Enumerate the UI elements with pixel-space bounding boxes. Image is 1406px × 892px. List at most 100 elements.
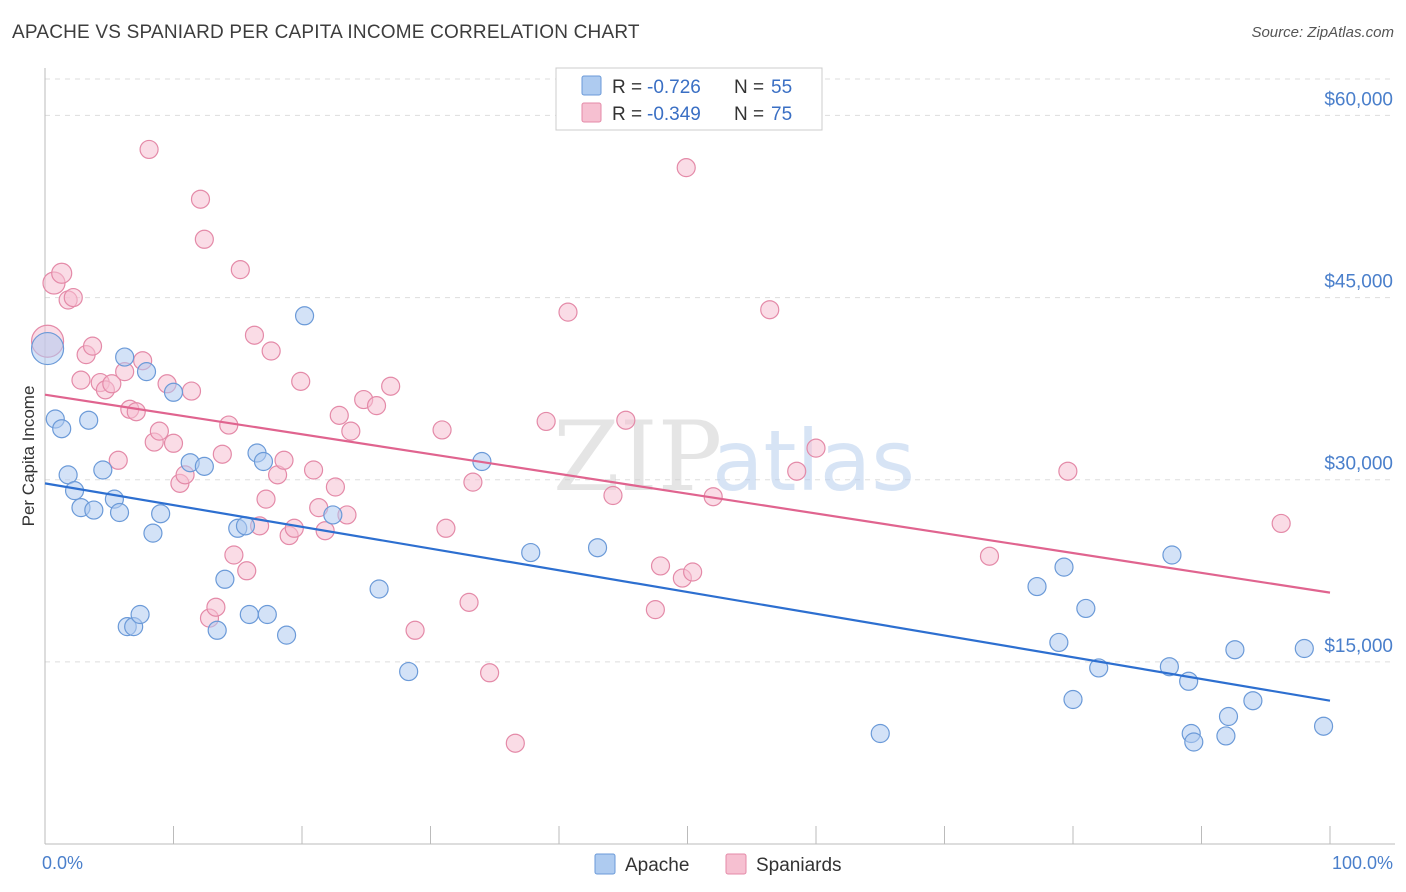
legend-n-label-spaniards: N = bbox=[734, 104, 764, 125]
apache-point-7 bbox=[84, 500, 104, 520]
apache-trend-line bbox=[44, 482, 1331, 702]
spaniards-point-20 bbox=[163, 433, 184, 453]
spaniards-point-23 bbox=[181, 381, 202, 401]
spaniards-point-48 bbox=[341, 421, 361, 441]
spaniards-point-32 bbox=[237, 561, 257, 581]
spaniards-point-31 bbox=[230, 260, 250, 280]
legend-n-label-apache: N = bbox=[734, 77, 764, 98]
spaniards-point-67 bbox=[683, 562, 703, 582]
spaniards-point-59 bbox=[536, 411, 556, 432]
spaniards-point-64 bbox=[650, 556, 671, 576]
bottom-legend: Apache Spaniards bbox=[594, 853, 842, 876]
spaniards-point-69 bbox=[760, 300, 780, 320]
apache-point-41 bbox=[1076, 598, 1096, 619]
spaniards-point-72 bbox=[979, 546, 1000, 566]
spaniards-point-66 bbox=[676, 158, 696, 178]
spaniards-point-40 bbox=[284, 518, 304, 538]
apache-point-23 bbox=[235, 516, 256, 536]
spaniards-point-46 bbox=[329, 405, 349, 425]
legend-n-value-spaniards: 75 bbox=[771, 104, 792, 125]
spaniards-trend-line bbox=[44, 393, 1331, 594]
apache-point-0 bbox=[30, 331, 65, 366]
apache-point-30 bbox=[323, 505, 343, 525]
spaniards-point-71 bbox=[806, 438, 826, 458]
spaniards-point-57 bbox=[480, 663, 500, 683]
spaniards-point-55 bbox=[459, 592, 479, 612]
apache-point-39 bbox=[1054, 557, 1074, 577]
apache-point-49 bbox=[1218, 706, 1239, 727]
spaniards-point-18 bbox=[149, 421, 169, 441]
spaniards-point-27 bbox=[206, 597, 226, 617]
apache-point-17 bbox=[163, 382, 184, 402]
apache-point-38 bbox=[1049, 632, 1069, 653]
legend-n-value-apache: 55 bbox=[771, 77, 792, 98]
apache-point-4 bbox=[64, 481, 85, 501]
spaniards-point-33 bbox=[244, 325, 265, 345]
spaniards-point-36 bbox=[261, 341, 281, 361]
bottom-legend-label-spaniards: Spaniards bbox=[756, 855, 842, 876]
spaniards-point-52 bbox=[405, 620, 425, 640]
apache-point-48 bbox=[1216, 726, 1236, 746]
watermark-atlas: atlas bbox=[712, 412, 915, 510]
spaniards-point-63 bbox=[645, 600, 665, 620]
spaniards-point-16 bbox=[139, 139, 159, 160]
spaniards-point-45 bbox=[325, 477, 346, 497]
spaniards-point-42 bbox=[303, 460, 324, 480]
apache-point-6 bbox=[79, 410, 99, 430]
axes bbox=[44, 68, 1395, 845]
spaniards-point-7 bbox=[82, 336, 103, 356]
legend-swatch-apache bbox=[581, 75, 602, 96]
top-legend: R = -0.726 N = 55 R = -0.349 N = 75 bbox=[555, 67, 823, 131]
spaniards-point-38 bbox=[274, 450, 294, 470]
apache-points bbox=[30, 306, 1334, 752]
x-tick-label-max: 100.0% bbox=[1332, 853, 1393, 873]
apache-point-26 bbox=[253, 451, 274, 472]
spaniards-point-58 bbox=[505, 733, 525, 753]
apache-point-2 bbox=[52, 419, 72, 439]
apache-point-44 bbox=[1162, 545, 1182, 565]
spaniards-point-50 bbox=[366, 396, 387, 416]
apache-point-19 bbox=[194, 456, 214, 476]
apache-point-53 bbox=[1313, 716, 1334, 736]
apache-point-37 bbox=[1027, 576, 1047, 597]
spaniards-point-60 bbox=[558, 302, 578, 322]
spaniards-point-24 bbox=[190, 189, 211, 209]
spaniards-point-74 bbox=[1271, 513, 1291, 534]
apache-point-31 bbox=[369, 579, 389, 599]
apache-point-27 bbox=[257, 604, 277, 625]
y-axis-title: Per Capita Income bbox=[19, 386, 38, 527]
spaniards-point-54 bbox=[436, 518, 456, 538]
apache-point-43 bbox=[1159, 657, 1179, 677]
spaniards-point-73 bbox=[1058, 461, 1078, 481]
chart-source: Source: ZipAtlas.com bbox=[1251, 24, 1394, 41]
apache-point-21 bbox=[215, 569, 235, 589]
apache-point-28 bbox=[276, 625, 297, 645]
apache-point-16 bbox=[151, 504, 171, 524]
apache-point-29 bbox=[294, 306, 315, 326]
apache-point-13 bbox=[130, 604, 150, 625]
y-tick-label-1: $30,000 bbox=[1324, 454, 1393, 475]
bottom-legend-swatch-spaniards bbox=[725, 853, 747, 875]
y-tick-label-3: $60,000 bbox=[1324, 89, 1393, 110]
apache-point-8 bbox=[93, 460, 113, 480]
x-ticks bbox=[44, 826, 1331, 844]
apache-point-15 bbox=[143, 523, 163, 543]
spaniards-point-61 bbox=[603, 485, 623, 506]
spaniards-point-53 bbox=[432, 420, 452, 440]
apache-point-52 bbox=[1294, 638, 1314, 659]
apache-point-34 bbox=[521, 542, 541, 563]
apache-point-54 bbox=[115, 347, 135, 367]
apache-point-20 bbox=[207, 620, 227, 640]
apache-point-51 bbox=[1243, 691, 1263, 711]
spaniards-point-70 bbox=[787, 461, 807, 481]
bottom-legend-label-apache: Apache bbox=[625, 855, 689, 876]
spaniards-point-41 bbox=[291, 371, 311, 391]
y-tick-label-0: $15,000 bbox=[1324, 636, 1393, 657]
apache-point-14 bbox=[136, 362, 157, 382]
apache-point-36 bbox=[870, 723, 890, 744]
x-tick-label-min: 0.0% bbox=[42, 853, 83, 873]
spaniards-point-14 bbox=[126, 402, 146, 422]
trend-lines bbox=[44, 393, 1331, 702]
legend-r-label-spaniards: R = bbox=[612, 104, 642, 125]
